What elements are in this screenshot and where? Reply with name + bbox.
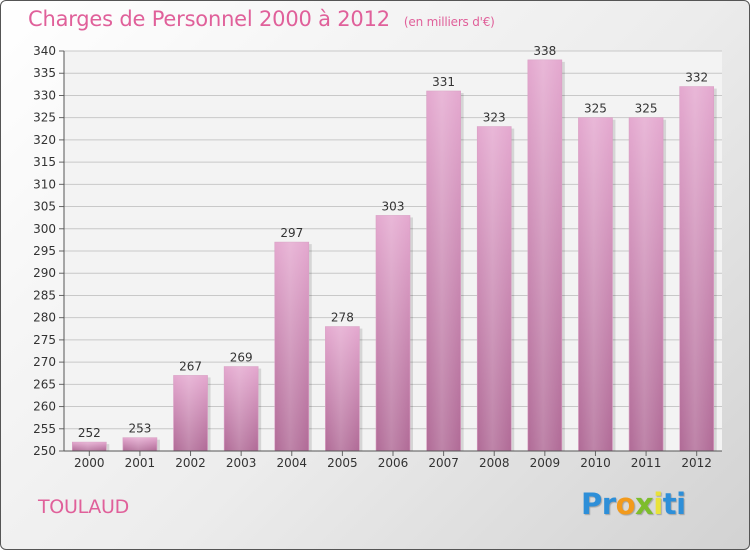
bar-sheen — [527, 59, 562, 452]
logo-letter: t — [662, 487, 677, 521]
value-label-2000: 252 — [78, 426, 101, 440]
y-tick-label: 295 — [33, 244, 56, 258]
x-tick-label-2003: 2003 — [226, 456, 257, 470]
logo-letter: x — [635, 487, 654, 521]
x-tick-label-2001: 2001 — [125, 456, 156, 470]
value-label-2012: 332 — [685, 71, 708, 85]
value-label-2010: 325 — [584, 102, 607, 116]
value-label-2011: 325 — [635, 102, 658, 116]
logo-letter: r — [601, 487, 616, 521]
y-tick-label: 305 — [33, 200, 56, 214]
y-tick-label: 265 — [33, 377, 56, 391]
bar-sheen — [679, 86, 714, 452]
value-label-2009: 338 — [533, 44, 556, 58]
y-tick-label: 315 — [33, 155, 56, 169]
x-tick-label-2010: 2010 — [580, 456, 611, 470]
x-tick-label-2008: 2008 — [479, 456, 510, 470]
y-tick-label: 275 — [33, 333, 56, 347]
x-tick-label-2005: 2005 — [327, 456, 358, 470]
chart-title-text: Charges de Personnel 2000 à 2012 — [28, 7, 390, 31]
bar-sheen — [122, 437, 157, 451]
y-tick-label: 340 — [33, 44, 56, 58]
bar-sheen — [224, 366, 259, 451]
y-tick-label: 250 — [33, 444, 56, 458]
x-tick-label-2002: 2002 — [175, 456, 206, 470]
logo-letter: i — [653, 487, 663, 521]
y-tick-label: 310 — [33, 177, 56, 191]
x-axis-ticks: 2000 2001 2002 2003 2004 2005 2006 2007 2008 2009… — [74, 451, 712, 470]
value-label-2008: 323 — [483, 111, 506, 125]
bar-sheen — [578, 117, 613, 452]
logo-letter: i — [676, 487, 686, 521]
logo-letter: o — [615, 487, 636, 521]
y-tick-label: 290 — [33, 266, 56, 280]
value-label-2004: 297 — [280, 226, 303, 240]
bar-sheen — [72, 442, 107, 451]
x-tick-label-2012: 2012 — [681, 456, 712, 470]
bar-sheen — [325, 326, 360, 451]
y-tick-label: 335 — [33, 66, 56, 80]
y-axis-ticks: 250 255 260 265 270 275 280 285 290 295 300 305 310 3… — [33, 44, 64, 458]
chart-subtitle: (en milliers d'€) — [403, 15, 495, 29]
y-tick-label: 330 — [33, 88, 56, 102]
value-label-2006: 303 — [382, 199, 405, 213]
x-tick-label-2004: 2004 — [276, 456, 307, 470]
value-label-2002: 267 — [179, 359, 202, 373]
axes — [63, 51, 722, 452]
bar-sheen — [629, 117, 664, 452]
x-tick-label-2000: 2000 — [74, 456, 105, 470]
value-label-2005: 278 — [331, 311, 354, 325]
bar-sheen — [477, 126, 512, 452]
y-tick-label: 270 — [33, 355, 56, 369]
x-tick-label-2009: 2009 — [530, 456, 561, 470]
chart-title: Charges de Personnel 2000 à 2012 (en mill… — [28, 7, 495, 31]
bar-sheen — [274, 242, 309, 451]
value-label-2003: 269 — [230, 351, 253, 365]
proxiti-logo: Proxiti — [581, 487, 686, 521]
y-tick-label: 285 — [33, 288, 56, 302]
y-tick-label: 300 — [33, 222, 56, 236]
value-label-2001: 253 — [128, 422, 151, 436]
y-tick-label: 280 — [33, 311, 56, 325]
x-tick-label-2007: 2007 — [428, 456, 459, 470]
bar-sheen — [426, 91, 461, 451]
bar-sheen — [376, 215, 410, 451]
logo-letter: P — [581, 487, 602, 521]
y-tick-label: 325 — [33, 111, 56, 125]
value-label-2007: 331 — [432, 75, 455, 89]
y-tick-label: 255 — [33, 422, 56, 436]
bar-sheen — [173, 375, 208, 451]
value-labels: 252 253 267 269 297 278 303 331 323 338 325 325 332 — [78, 44, 708, 440]
y-tick-label: 260 — [33, 400, 56, 414]
x-tick-label-2006: 2006 — [378, 456, 409, 470]
x-tick-label-2011: 2011 — [631, 456, 662, 470]
commune-name: TOULAUD — [38, 496, 129, 518]
y-tick-label: 320 — [33, 133, 56, 147]
bars — [72, 59, 717, 452]
